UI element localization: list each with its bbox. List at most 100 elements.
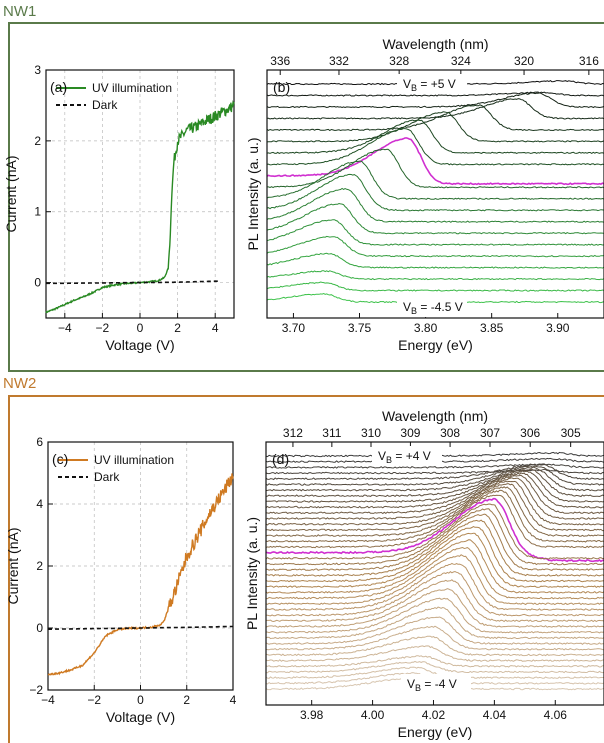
annotation-vb-top-bg: [397, 74, 467, 94]
pl-curve: [266, 486, 604, 537]
pl-curves: [267, 80, 604, 304]
top-tick-label: 309: [400, 426, 420, 440]
pl-curve: [266, 597, 604, 634]
y-tick-label: 6: [36, 435, 43, 449]
pl-curve: [267, 173, 604, 212]
x-tick-label: 4: [212, 321, 219, 335]
pl-curve: [266, 468, 604, 498]
pl-curve: [266, 519, 604, 577]
top-tick-label: 312: [283, 426, 303, 440]
pl-curve: [266, 625, 604, 651]
x-tick-label: −2: [87, 693, 101, 707]
y-tick-label: −2: [29, 683, 43, 697]
pl-curve: [267, 148, 604, 189]
pl-curve: [266, 539, 604, 594]
pl-curve: [266, 660, 604, 674]
legend-label: Dark: [92, 98, 118, 112]
pl-curves: [266, 451, 604, 691]
x-tick-label: 4.00: [361, 708, 385, 722]
top-tick-label: 320: [514, 54, 534, 68]
pl-curve: [266, 562, 604, 611]
top-tick-label: 311: [322, 426, 341, 440]
x-axis-label: Voltage (V): [106, 709, 175, 725]
y-tick-label: 2: [34, 134, 41, 148]
series-dark: [48, 625, 233, 630]
panel-label: (a): [50, 79, 67, 95]
x-tick-label: 4.02: [422, 708, 446, 722]
pl-curve: [267, 202, 604, 235]
pl-curve: [266, 480, 604, 526]
annotation-vb-top-bg: [372, 446, 442, 466]
pl-curve: [266, 477, 604, 520]
x-tick-label: 3.98: [300, 708, 324, 722]
y-tick-label: 0: [36, 621, 43, 635]
pl-curve: [266, 463, 604, 469]
section-frame-nw1: [8, 22, 604, 372]
pl-curve: [266, 645, 604, 662]
pl-curve: [266, 508, 604, 566]
x-tick-label: 3.75: [348, 321, 372, 335]
x-tick-label: 2: [183, 693, 190, 707]
top-tick-label: 328: [389, 54, 409, 68]
y-axis-label: PL Intensity (a. u.): [244, 517, 260, 630]
annotation-vb-top: VB = +4 V: [378, 449, 431, 465]
pl-curve: [266, 465, 604, 486]
x-tick-label: 0: [137, 321, 144, 335]
pl-curve: [266, 494, 604, 549]
pl-curve: [266, 546, 604, 600]
annotation-vb-bottom: VB = -4.5 V: [403, 300, 463, 316]
x-tick-label: 4.04: [483, 708, 507, 722]
plot-frame: [265, 441, 604, 706]
pl-curve: [266, 472, 604, 509]
pl-curve: [267, 219, 604, 246]
x-tick-label: 3.90: [546, 321, 570, 335]
annotation-vb-bottom-bg: [397, 297, 467, 317]
top-tick-label: 310: [361, 426, 381, 440]
pl-curve: [266, 483, 604, 532]
pl-curve: [266, 606, 604, 640]
pl-curve: [266, 570, 604, 617]
x-tick-label: 3.80: [414, 321, 438, 335]
plot-frame: [266, 69, 604, 319]
top-tick-label: 305: [561, 426, 581, 440]
x-tick-label: 3.70: [282, 321, 306, 335]
pl-curve: [267, 98, 604, 120]
pl-curve: [267, 91, 604, 97]
x-tick-label: 2: [174, 321, 181, 335]
top-tick-label: 306: [520, 426, 540, 440]
pl-curve: [267, 111, 604, 143]
y-tick-label: 3: [34, 63, 41, 77]
top-tick-label: 336: [270, 54, 290, 68]
panel-label: (d): [272, 451, 289, 467]
pl-curve: [267, 235, 604, 258]
x-tick-label: −4: [58, 321, 72, 335]
y-tick-label: 4: [36, 497, 43, 511]
panel-label: (b): [273, 79, 290, 95]
x-tick-label: 3.85: [480, 321, 504, 335]
section-label-nw2: NW2: [3, 375, 37, 392]
y-tick-label: 2: [36, 559, 43, 573]
top-tick-label: 332: [329, 54, 349, 68]
top-tick-label: 307: [480, 426, 500, 440]
pl-curve: [267, 119, 604, 154]
top-axis-label: Wavelength (nm): [382, 36, 488, 52]
pl-curve: [267, 128, 604, 166]
x-tick-label: −4: [41, 693, 55, 707]
pl-curve: [266, 554, 604, 606]
pl-curve: [266, 466, 604, 492]
annotation-vb-top: VB = +5 V: [403, 77, 456, 93]
pl-curve: [266, 635, 604, 657]
y-tick-label: 1: [34, 205, 41, 219]
top-axis-label: Wavelength (nm): [382, 408, 488, 424]
x-axis-label: Voltage (V): [105, 337, 174, 353]
pl-curve: [266, 470, 604, 503]
series-dark: [46, 280, 219, 285]
pl-curve: [266, 616, 604, 645]
legend-label: UV illumination: [94, 453, 174, 467]
y-axis-label: Current (nA): [5, 527, 21, 604]
x-tick-label: 4: [230, 693, 237, 707]
pl-curve: [267, 252, 604, 269]
x-axis-label: Energy (eV): [398, 724, 473, 740]
x-tick-label: 0: [137, 693, 144, 707]
